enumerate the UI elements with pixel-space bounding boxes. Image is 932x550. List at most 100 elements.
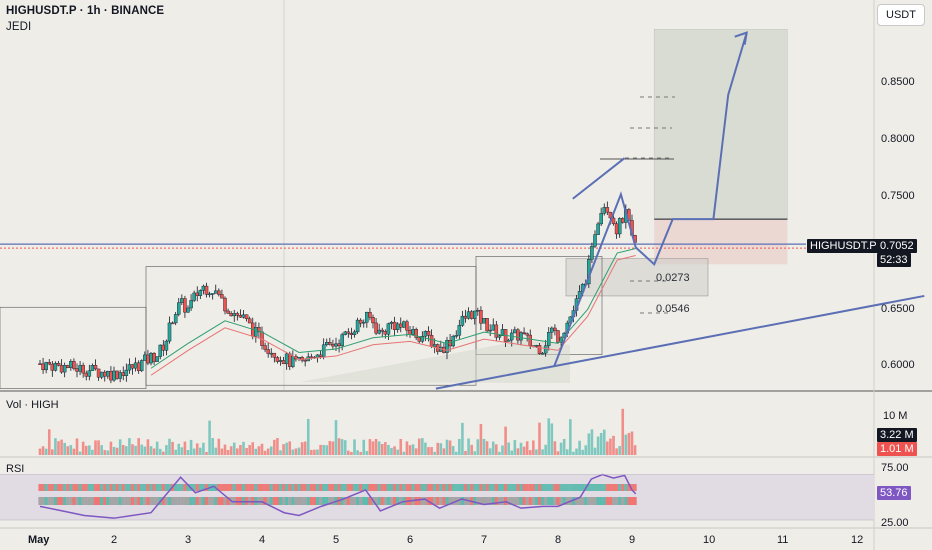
volume-bar-147 (491, 441, 495, 455)
rsi-strip-bottom-125 (423, 497, 428, 505)
candle-body-136 (457, 325, 462, 336)
candle-body-43 (170, 322, 175, 325)
candle-body-51 (195, 292, 199, 296)
volume-bar-133 (448, 440, 452, 455)
currency-button[interactable]: USDT (877, 4, 925, 26)
rsi-strip-bottom-115 (392, 497, 397, 505)
rsi-strip-bottom-36 (149, 497, 153, 505)
volume-bar-55 (208, 420, 211, 455)
volume-bar-20 (100, 445, 103, 455)
rsi-strip-bottom-49 (189, 497, 193, 505)
rsi-strip-bottom-109 (374, 497, 378, 505)
candle-body-103 (355, 319, 360, 333)
rsi-strip-top-140 (470, 484, 474, 491)
rsi-strip-top-148 (494, 484, 498, 491)
volume-pane-title[interactable]: Vol · HIGH (6, 399, 59, 411)
volume-bar-15 (84, 445, 88, 455)
volume-bar-180 (593, 447, 597, 455)
rsi-strip-top-174 (574, 484, 579, 491)
candle-body-61 (226, 310, 230, 314)
rsi-strip-bottom-164 (544, 497, 548, 505)
candle-body-165 (547, 332, 551, 346)
volume-bar-164 (544, 444, 547, 455)
rsi-strip-top-135 (454, 484, 458, 491)
rsi-strip-bottom-153 (510, 497, 514, 505)
rsi-strip-bottom-183 (602, 497, 606, 505)
rsi-strip-bottom-192 (630, 497, 634, 505)
rsi-strip-top-67 (244, 484, 249, 491)
rsi-strip-bottom-107 (368, 497, 372, 505)
rsi-strip-top-190 (624, 484, 628, 491)
rsi-strip-bottom-59 (220, 497, 224, 505)
rsi-strip-bottom-63 (232, 497, 236, 505)
wedge-upper-line (572, 157, 626, 200)
rsi-strip-bottom-24 (112, 497, 116, 505)
volume-bar-48 (186, 450, 190, 455)
rsi-strip-top-145 (485, 484, 489, 491)
rsi-strip-bottom-30 (130, 497, 135, 505)
volume-bar-63 (232, 442, 236, 455)
candle-body-154 (513, 329, 517, 334)
rsi-strip-top-87 (306, 484, 310, 491)
volume-bar-150 (501, 445, 504, 455)
rsi-strip-bottom-50 (192, 497, 196, 505)
rsi-strip-top-69 (251, 484, 255, 491)
candle-body-24 (112, 370, 116, 381)
candle-body-2 (44, 362, 48, 371)
rsi-strip-bottom-29 (127, 497, 132, 505)
rsi-strip-top-91 (318, 484, 323, 491)
volume-bar-130 (439, 443, 443, 455)
volume-bar-158 (525, 441, 529, 455)
rsi-strip-bottom-43 (170, 497, 175, 505)
rsi-strip-top-79 (281, 484, 286, 491)
candle-body-146 (488, 329, 492, 332)
rsi-strip-top-19 (96, 484, 101, 491)
rsi-strip-top-131 (442, 484, 446, 491)
volume-bar-134 (451, 446, 455, 455)
volume-bar-11 (72, 448, 76, 455)
rsi-pane-title[interactable]: RSI (6, 463, 25, 475)
moving-average-line-2 (150, 254, 636, 376)
volume-bar-126 (427, 447, 430, 455)
volume-bar-138 (464, 450, 467, 455)
candle-body-60 (223, 297, 227, 312)
rsi-strip-top-54 (204, 484, 209, 491)
candle-body-59 (220, 294, 224, 299)
drawing-tools[interactable] (435, 31, 925, 390)
time-label-5: 6 (407, 534, 414, 546)
rsi-strip-top-11 (72, 484, 76, 491)
rsi-strip-top-80 (285, 484, 289, 491)
volume-bar-144 (482, 438, 486, 455)
rsi-strip-top-150 (500, 484, 505, 491)
symbol-title[interactable]: HIGHUSDT.P · 1h · BINANCE (6, 5, 165, 17)
price-label-1: 0.8000 (881, 133, 915, 145)
rsi-strip-top-75 (269, 484, 273, 491)
volume-bar-58 (217, 438, 221, 455)
candle-body-138 (463, 315, 468, 319)
volume-bar-78 (279, 450, 282, 455)
candle-body-135 (454, 335, 459, 337)
candle-body-120 (408, 329, 412, 335)
rsi-strip-top-36 (149, 484, 153, 491)
rsi-strip-top-158 (525, 484, 529, 491)
rsi-strip-top-157 (522, 484, 526, 491)
rsi-strip-top-112 (383, 484, 387, 491)
rsi-strip-top-88 (309, 484, 313, 491)
volume-bar-181 (596, 436, 600, 455)
rsi-strip-bottom-56 (211, 497, 215, 505)
rsi-strip-bottom-76 (272, 497, 276, 505)
rsi-strip-top-111 (380, 484, 384, 491)
rsi-strip-bottom-188 (618, 497, 622, 505)
candle-body-157 (522, 332, 526, 334)
candle-body-188 (617, 218, 622, 235)
rsi-strip-top-178 (587, 484, 591, 491)
candle-body-179 (590, 246, 594, 260)
rsi-strip-top-170 (562, 484, 566, 491)
rsi-strip-top-164 (544, 484, 548, 491)
candle-body-88 (309, 356, 314, 358)
indicator-name[interactable]: JEDI (6, 21, 32, 33)
candle-body-37 (152, 353, 156, 362)
rsi-strip-top-31 (133, 484, 138, 491)
candle-body-8 (62, 365, 67, 373)
